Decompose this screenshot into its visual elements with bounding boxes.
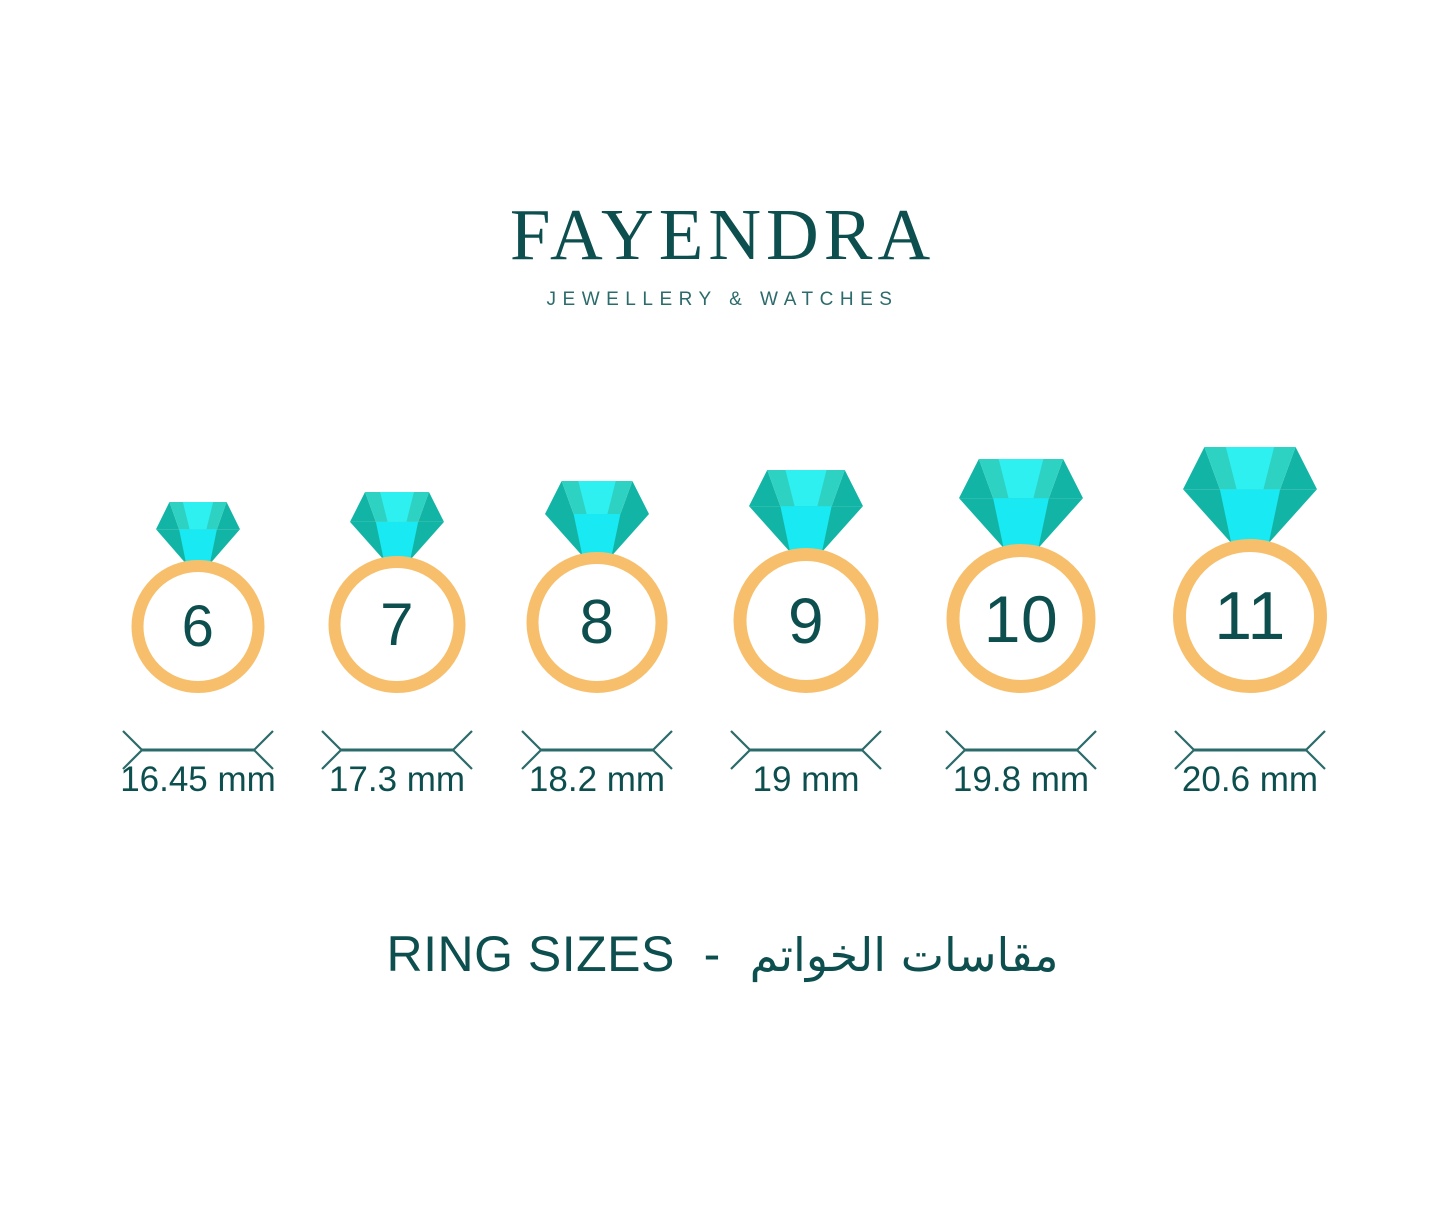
brand-tagline: JEWELLERY & WATCHES [546, 289, 899, 310]
diamond-icon [156, 502, 240, 564]
ring-band: 9 [733, 548, 879, 693]
dimension-line [1174, 730, 1326, 770]
dimension-line [730, 730, 882, 770]
page-title-en: RING SIZES [386, 926, 675, 982]
page-title: RING SIZES - مقاسات الخواتم [0, 925, 1445, 983]
page-title-ar: مقاسات الخواتم [749, 928, 1059, 982]
diamond-icon [959, 459, 1083, 548]
ring-diameter-label: 19.8 mm [952, 760, 1090, 799]
ring-band: 6 [131, 560, 265, 693]
diamond-icon [749, 470, 863, 552]
dimension-line [122, 730, 274, 770]
ring-band: 10 [946, 544, 1096, 693]
dimension-line [321, 730, 473, 770]
ring-size-number: 9 [787, 584, 825, 657]
ring-size-number: 11 [1214, 578, 1286, 654]
ring-size-number: 8 [579, 587, 615, 657]
brand-name: FAYENDRA [509, 194, 936, 275]
ring-size-number: 7 [380, 590, 414, 658]
diamond-icon [1183, 447, 1317, 543]
brand-header: FAYENDRA JEWELLERY & WATCHES [0, 198, 1445, 311]
ring-size-row: 6 16.45 mm 7 17.3 mm 8 18.2 mm 9 19 mm 10 19.8 mm… [0, 440, 1445, 820]
page-title-separator: - [703, 926, 721, 982]
ring-band: 11 [1173, 539, 1327, 693]
ring-size-number: 6 [181, 593, 215, 659]
ring-size-number: 10 [983, 581, 1059, 656]
ring-size-item: 6 16.45 mm [88, 440, 308, 820]
ring-size-item: 10 19.8 mm [911, 440, 1131, 820]
diamond-icon [545, 481, 649, 556]
ring-size-item: 7 17.3 mm [287, 440, 507, 820]
ring-diameter-label: 17.3 mm [328, 760, 466, 799]
ring-band: 8 [526, 552, 668, 693]
ring-diameter-label: 19 mm [752, 760, 860, 799]
ring-diameter-label: 16.45 mm [120, 760, 276, 799]
ring-band: 7 [328, 556, 466, 693]
dimension-line [521, 730, 673, 770]
dimension-line [945, 730, 1097, 770]
ring-diameter-label: 20.6 mm [1181, 760, 1319, 799]
ring-size-item: 9 19 mm [696, 440, 916, 820]
ring-size-item: 8 18.2 mm [487, 440, 707, 820]
diamond-icon [350, 492, 444, 560]
ring-diameter-label: 18.2 mm [528, 760, 666, 799]
ring-size-item: 11 20.6 mm [1140, 440, 1360, 820]
